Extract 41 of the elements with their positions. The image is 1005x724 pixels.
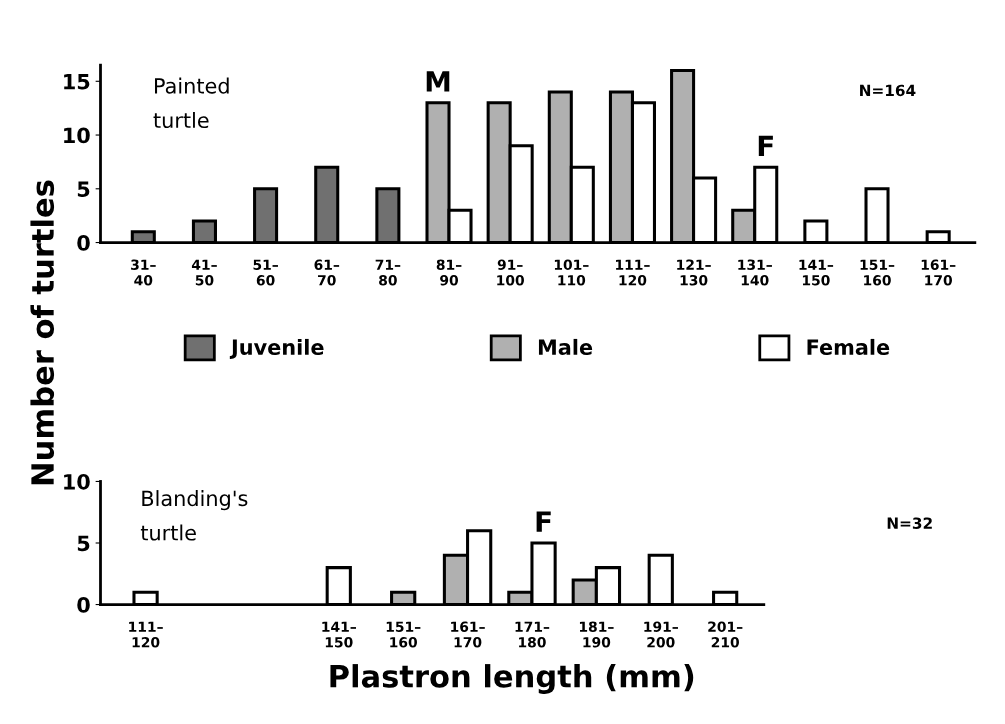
- x-tick-label: 121– 130: [677, 259, 711, 286]
- x-tick-label: 51– 60: [253, 259, 278, 286]
- y-tick-label: 0: [77, 596, 90, 613]
- x-tick-label: 131– 140: [738, 259, 772, 286]
- x-tick-label: 181– 190: [579, 621, 614, 648]
- annotation: F: [758, 135, 773, 156]
- x-tick-label: 191– 200: [644, 621, 678, 648]
- text: N=32: [887, 517, 932, 529]
- x-tick-label: 201– 210: [708, 621, 743, 648]
- x-tick-label: 161– 170: [451, 621, 485, 648]
- legend-label: Male: [538, 338, 593, 356]
- annotation: N=164: [860, 84, 916, 97]
- x-tick-label: 71– 80: [375, 259, 401, 286]
- text: Blanding's turtle: [140, 490, 248, 541]
- y-tick-label: 5: [77, 181, 90, 197]
- x-axis-title: Plastron length (mm): [330, 664, 694, 694]
- x-tick-label: 171– 180: [515, 621, 550, 648]
- x-tick-label: 141– 150: [799, 259, 834, 286]
- y-tick-label: 5: [77, 535, 90, 552]
- x-tick-label: 161– 170: [921, 259, 956, 286]
- y-axis-title: Number of turtles: [30, 180, 55, 485]
- legend-label: Juvenile: [229, 338, 324, 359]
- x-tick-label: 101– 110: [554, 259, 589, 286]
- annotation: F: [536, 511, 551, 532]
- x-tick-label: 151– 160: [386, 621, 421, 648]
- y-tick-label: 10: [64, 473, 90, 490]
- y-tick-label: 15: [64, 74, 90, 90]
- y-tick-label: 0: [77, 234, 90, 251]
- x-tick-label: 151– 160: [860, 259, 895, 286]
- x-tick-label: 111– 120: [616, 259, 650, 286]
- x-tick-label: 31– 40: [131, 259, 156, 286]
- y-tick-label: 10: [64, 127, 90, 144]
- x-tick-label: 111– 120: [129, 621, 163, 648]
- x-tick-label: 91– 100: [497, 259, 524, 286]
- x-tick-label: 61– 70: [314, 259, 340, 286]
- annotation: M: [426, 71, 450, 92]
- x-tick-label: 141– 150: [322, 621, 356, 648]
- text: Painted turtle: [153, 77, 229, 129]
- x-tick-label: 81– 90: [436, 259, 462, 286]
- legend-label: Female: [807, 338, 890, 356]
- x-tick-label: 41– 50: [191, 259, 217, 286]
